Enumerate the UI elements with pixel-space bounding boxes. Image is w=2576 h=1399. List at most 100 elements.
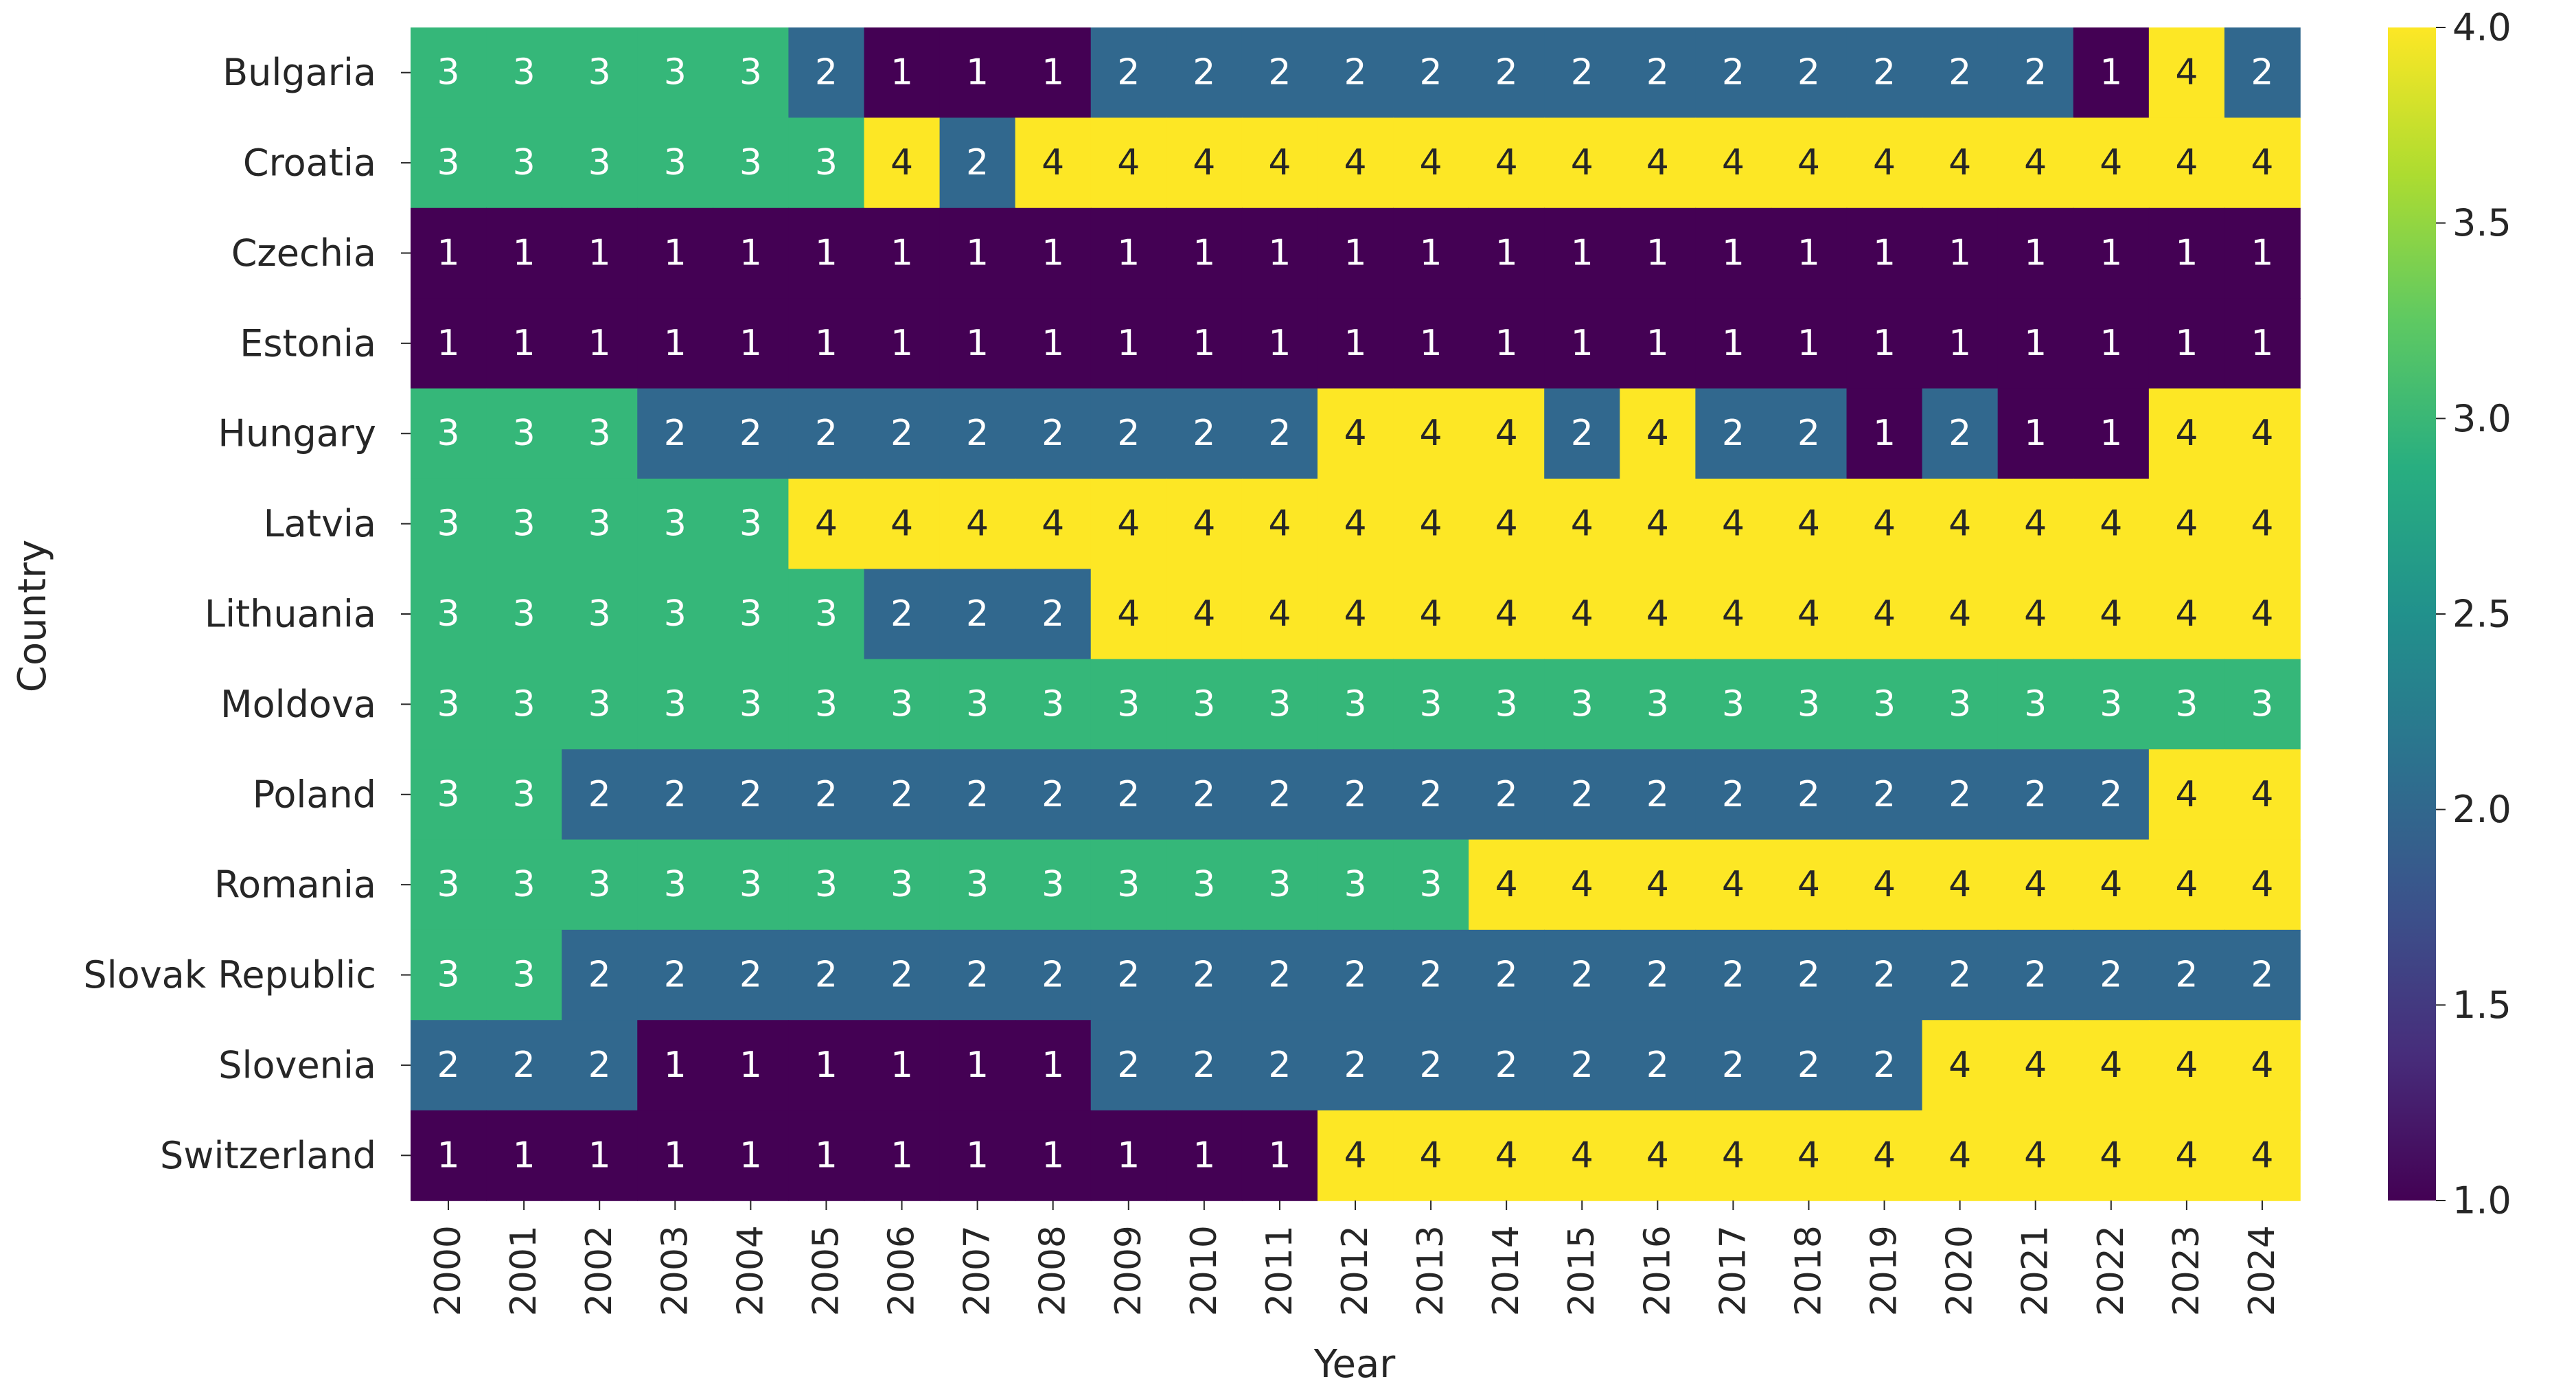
heatmap-cell [1317, 1110, 1394, 1201]
heatmap-cell [562, 659, 639, 750]
heatmap-cell [939, 569, 1016, 660]
heatmap-cell [1317, 388, 1394, 479]
cell-value-label: 4 [1268, 503, 1291, 545]
heatmap-cell [864, 388, 941, 479]
cell-value-label: 1 [890, 52, 913, 93]
heatmap-cell [1695, 388, 1772, 479]
cell-value-label: 2 [1948, 774, 1971, 815]
cell-value-label: 4 [1495, 503, 1518, 545]
heatmap-cell [486, 207, 562, 299]
heatmap-cell [864, 659, 941, 750]
heatmap-cell [864, 1020, 941, 1111]
heatmap-cell [637, 749, 714, 841]
y-tick-label: Poland [253, 773, 376, 816]
heatmap-cell [411, 207, 487, 299]
heatmap-cell [1771, 478, 1848, 570]
cell-value-label: 2 [1873, 52, 1896, 93]
heatmap-cell [1317, 839, 1394, 931]
cell-value-label: 4 [2024, 1045, 2047, 1086]
cell-value-label: 4 [1268, 593, 1291, 635]
colorbar-tick-label: 3.5 [2452, 201, 2511, 244]
cell-value-label: 2 [1646, 52, 1669, 93]
cell-value-label: 4 [1344, 593, 1366, 635]
heatmap-cell [1922, 117, 1999, 209]
cell-value-label: 4 [1722, 864, 1745, 905]
heatmap-cell [1544, 117, 1621, 209]
heatmap-cell [1393, 929, 1469, 1021]
cell-value-label: 3 [588, 503, 611, 545]
cell-value-label: 2 [437, 1045, 459, 1086]
x-tick-label: 2018 [1788, 1225, 1829, 1316]
cell-value-label: 3 [437, 864, 459, 905]
heatmap-cell [1922, 659, 1999, 750]
cell-value-label: 4 [1873, 1135, 1896, 1176]
cell-value-label: 2 [1797, 774, 1820, 815]
heatmap-cell [864, 929, 941, 1021]
heatmap-cell [1846, 749, 1923, 841]
heatmap-cell [1166, 1110, 1243, 1201]
heatmap-cell [2073, 207, 2150, 299]
heatmap-cell [713, 569, 790, 660]
heatmap-cell [1544, 388, 1621, 479]
cell-value-label: 2 [1948, 52, 1971, 93]
x-tick-label: 2004 [730, 1225, 771, 1316]
heatmap-cell [1620, 1020, 1697, 1111]
cell-value-label: 1 [815, 1135, 838, 1176]
heatmap-cell [713, 207, 790, 299]
cell-value-label: 3 [2024, 683, 2047, 725]
heatmap-cell [1090, 1020, 1167, 1111]
cell-value-label: 1 [1117, 323, 1140, 364]
cell-value-label: 3 [513, 503, 536, 545]
cell-value-label: 2 [1495, 955, 1518, 996]
heatmap-cell [1241, 749, 1318, 841]
heatmap-cell [1620, 388, 1697, 479]
cell-value-label: 4 [815, 503, 838, 545]
heatmap-cell [1846, 1020, 1923, 1111]
heatmap-cell [1393, 298, 1469, 389]
heatmap-cell [1922, 1020, 1999, 1111]
cell-value-label: 4 [1948, 503, 1971, 545]
cell-value-label: 4 [1344, 1135, 1366, 1176]
cell-value-label: 2 [1193, 955, 1215, 996]
cell-value-label: 4 [890, 503, 913, 545]
cell-value-label: 3 [966, 683, 989, 725]
cell-value-label: 2 [1873, 774, 1896, 815]
cell-value-label: 1 [1042, 1135, 1064, 1176]
cell-value-label: 2 [815, 774, 838, 815]
cell-value-label: 1 [1797, 323, 1820, 364]
x-axis-label: Year [1313, 1342, 1396, 1387]
heatmap-cell [1997, 27, 2074, 119]
cell-value-label: 1 [2100, 52, 2122, 93]
heatmap-cell [1922, 478, 1999, 570]
heatmap-cell [713, 749, 790, 841]
cell-value-label: 3 [739, 593, 762, 635]
heatmap-cell [1997, 659, 2074, 750]
heatmap-cell [1166, 478, 1243, 570]
cell-value-label: 4 [1722, 503, 1745, 545]
heatmap-cell [1922, 207, 1999, 299]
heatmap-cell [939, 749, 1016, 841]
heatmap-cell [1317, 929, 1394, 1021]
heatmap-cell [1393, 27, 1469, 119]
heatmap-cell [864, 1110, 941, 1201]
cell-value-label: 1 [513, 323, 536, 364]
heatmap-cell [1620, 749, 1697, 841]
cell-value-label: 4 [1117, 593, 1140, 635]
heatmap-cell [864, 27, 941, 119]
heatmap-cell [713, 388, 790, 479]
heatmap-cell [411, 388, 487, 479]
heatmap-cell [1166, 388, 1243, 479]
heatmap-cell [1166, 749, 1243, 841]
x-tick-label: 2009 [1108, 1225, 1149, 1316]
heatmap-cell [1695, 1020, 1772, 1111]
cell-value-label: 3 [815, 593, 838, 635]
cell-value-label: 3 [1646, 683, 1669, 725]
heatmap-cell [1620, 478, 1697, 570]
y-tick-label: Czechia [231, 231, 376, 275]
heatmap-cell [411, 478, 487, 570]
cell-value-label: 4 [1571, 864, 1594, 905]
cell-value-label: 3 [664, 683, 687, 725]
cell-value-label: 1 [1193, 232, 1215, 273]
heatmap-cell [1620, 659, 1697, 750]
